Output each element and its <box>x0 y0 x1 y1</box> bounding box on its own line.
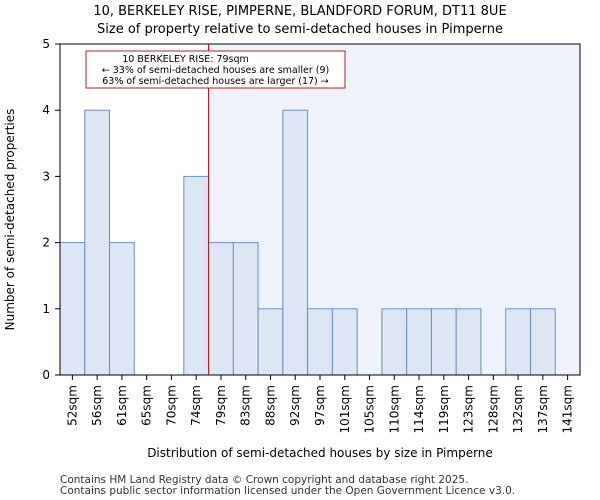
x-tick-label-137sqm: 137sqm <box>536 385 550 433</box>
x-tick-label-52sqm: 52sqm <box>65 385 79 426</box>
x-tick-label-65sqm: 65sqm <box>140 385 154 426</box>
bar-56sqm <box>84 109 111 376</box>
bar-123sqm <box>455 308 482 376</box>
annotation-line-1: 10 BERKELEY RISE: 79sqm <box>122 54 249 65</box>
x-tick-label-79sqm: 79sqm <box>214 385 228 426</box>
chart-subtitle: Size of property relative to semi-detach… <box>97 22 503 37</box>
y-tick-label-5: 5 <box>42 37 50 51</box>
annotation-line-3: 63% of semi-detached houses are larger (… <box>102 76 329 87</box>
bar-119sqm <box>430 308 457 376</box>
bar-74sqm <box>183 175 210 376</box>
x-tick-label-114sqm: 114sqm <box>412 385 426 433</box>
y-tick-label-1: 1 <box>42 302 50 316</box>
bar-88sqm <box>257 308 284 376</box>
bar-92sqm <box>282 109 309 376</box>
y-tick-label-0: 0 <box>42 368 50 382</box>
x-axis-label: Distribution of semi-detached houses by … <box>147 446 493 460</box>
x-tick-label-92sqm: 92sqm <box>288 385 302 426</box>
x-tick-label-119sqm: 119sqm <box>437 385 451 433</box>
y-tick-label-4: 4 <box>42 103 50 117</box>
x-tick-label-56sqm: 56sqm <box>90 385 104 426</box>
bar-79sqm <box>208 242 234 376</box>
bar-97sqm <box>307 308 333 376</box>
bar-83sqm <box>232 242 259 376</box>
bar-52sqm <box>59 242 86 376</box>
y-axis-label: Number of semi-detached properties <box>3 109 17 331</box>
annotation-box <box>85 50 346 89</box>
bar-132sqm <box>505 308 531 376</box>
x-tick-label-74sqm: 74sqm <box>189 385 203 426</box>
bar-101sqm <box>331 308 358 376</box>
footer-line-2: Contains public sector information licen… <box>60 485 516 497</box>
y-tick-label-3: 3 <box>42 169 50 183</box>
bar-110sqm <box>381 308 408 376</box>
annotation-line-2: ← 33% of semi-detached houses are smalle… <box>102 65 330 76</box>
chart-title: 10, BERKELEY RISE, PIMPERNE, BLANDFORD F… <box>93 4 507 19</box>
x-tick-label-88sqm: 88sqm <box>263 385 277 426</box>
y-tick-label-2: 2 <box>42 236 50 250</box>
x-tick-label-83sqm: 83sqm <box>239 385 253 426</box>
bar-137sqm <box>529 308 556 376</box>
x-tick-label-101sqm: 101sqm <box>338 385 352 433</box>
bar-114sqm <box>406 308 432 376</box>
bar-61sqm <box>109 242 135 376</box>
x-tick-label-97sqm: 97sqm <box>313 385 327 426</box>
x-tick-label-132sqm: 132sqm <box>511 385 525 433</box>
x-tick-label-110sqm: 110sqm <box>387 385 401 433</box>
x-tick-label-128sqm: 128sqm <box>486 385 500 433</box>
footer-line-1: Contains HM Land Registry data © Crown c… <box>60 474 469 486</box>
x-tick-label-70sqm: 70sqm <box>164 385 178 426</box>
x-tick-label-123sqm: 123sqm <box>462 385 476 433</box>
x-tick-label-105sqm: 105sqm <box>363 385 377 433</box>
x-tick-label-141sqm: 141sqm <box>561 385 575 433</box>
x-tick-label-61sqm: 61sqm <box>115 385 129 426</box>
